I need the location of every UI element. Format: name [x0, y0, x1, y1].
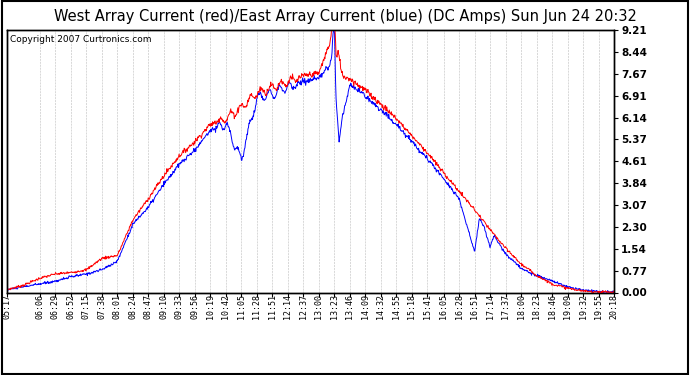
Text: 08:47: 08:47 [144, 294, 153, 320]
Text: 18:46: 18:46 [548, 294, 557, 320]
Text: 05:17: 05:17 [2, 294, 12, 320]
Text: 12:37: 12:37 [299, 294, 308, 320]
Text: 17:37: 17:37 [501, 294, 510, 320]
Text: 09:10: 09:10 [159, 294, 168, 320]
Text: 17:14: 17:14 [486, 294, 495, 320]
Text: 10:19: 10:19 [206, 294, 215, 320]
Text: 18:00: 18:00 [517, 294, 526, 320]
Text: Copyright 2007 Curtronics.com: Copyright 2007 Curtronics.com [10, 35, 151, 44]
Text: 16:05: 16:05 [439, 294, 448, 320]
Text: 14:55: 14:55 [392, 294, 401, 320]
Text: 19:09: 19:09 [563, 294, 572, 320]
Text: 14:32: 14:32 [377, 294, 386, 320]
Text: 08:24: 08:24 [128, 294, 137, 320]
Text: 19:32: 19:32 [579, 294, 588, 320]
Text: 11:05: 11:05 [237, 294, 246, 320]
Text: 14:09: 14:09 [361, 294, 370, 320]
Text: 19:55: 19:55 [594, 294, 603, 320]
Text: 16:28: 16:28 [455, 294, 464, 320]
Text: 07:15: 07:15 [82, 294, 91, 320]
Text: 18:23: 18:23 [532, 294, 541, 320]
Text: 11:28: 11:28 [253, 294, 262, 320]
Text: 08:01: 08:01 [113, 294, 122, 320]
Text: 09:56: 09:56 [190, 294, 199, 320]
Text: 06:06: 06:06 [35, 294, 44, 320]
Text: 13:23: 13:23 [330, 294, 339, 320]
Text: 15:18: 15:18 [407, 294, 417, 320]
Text: 11:51: 11:51 [268, 294, 277, 320]
Text: West Array Current (red)/East Array Current (blue) (DC Amps) Sun Jun 24 20:32: West Array Current (red)/East Array Curr… [54, 9, 636, 24]
Text: 12:14: 12:14 [284, 294, 293, 320]
Text: 20:18: 20:18 [609, 294, 619, 320]
Text: 09:33: 09:33 [175, 294, 184, 320]
Text: 06:29: 06:29 [51, 294, 60, 320]
Text: 13:00: 13:00 [315, 294, 324, 320]
Text: 15:41: 15:41 [423, 294, 432, 320]
Text: 07:38: 07:38 [97, 294, 106, 320]
Text: 10:42: 10:42 [221, 294, 230, 320]
Text: 16:51: 16:51 [470, 294, 479, 320]
Text: 13:46: 13:46 [346, 294, 355, 320]
Text: 06:52: 06:52 [66, 294, 75, 320]
